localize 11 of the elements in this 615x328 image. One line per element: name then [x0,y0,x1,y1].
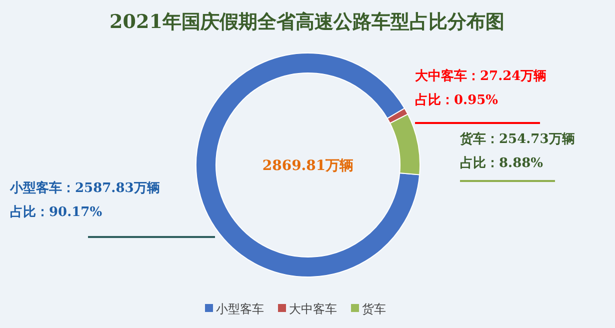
legend-label: 货车 [362,302,386,316]
text: 占比：8.88% [460,156,544,171]
text: 占比：0.95% [415,93,498,108]
chart-title: 2021年国庆假期全省高速公路车型占比分布图 [110,11,504,33]
text: 货车：254.73万辆 [460,132,575,147]
legend-label: 大中客车 [289,302,337,316]
text: 小型客车：2587.83万辆 [10,181,160,196]
text: 占比：90.17% [10,205,102,220]
text: 2869.81万辆 [262,158,354,174]
text: 大中客车：27.24万辆 [415,69,547,84]
legend-label: 小型客车 [216,302,264,316]
